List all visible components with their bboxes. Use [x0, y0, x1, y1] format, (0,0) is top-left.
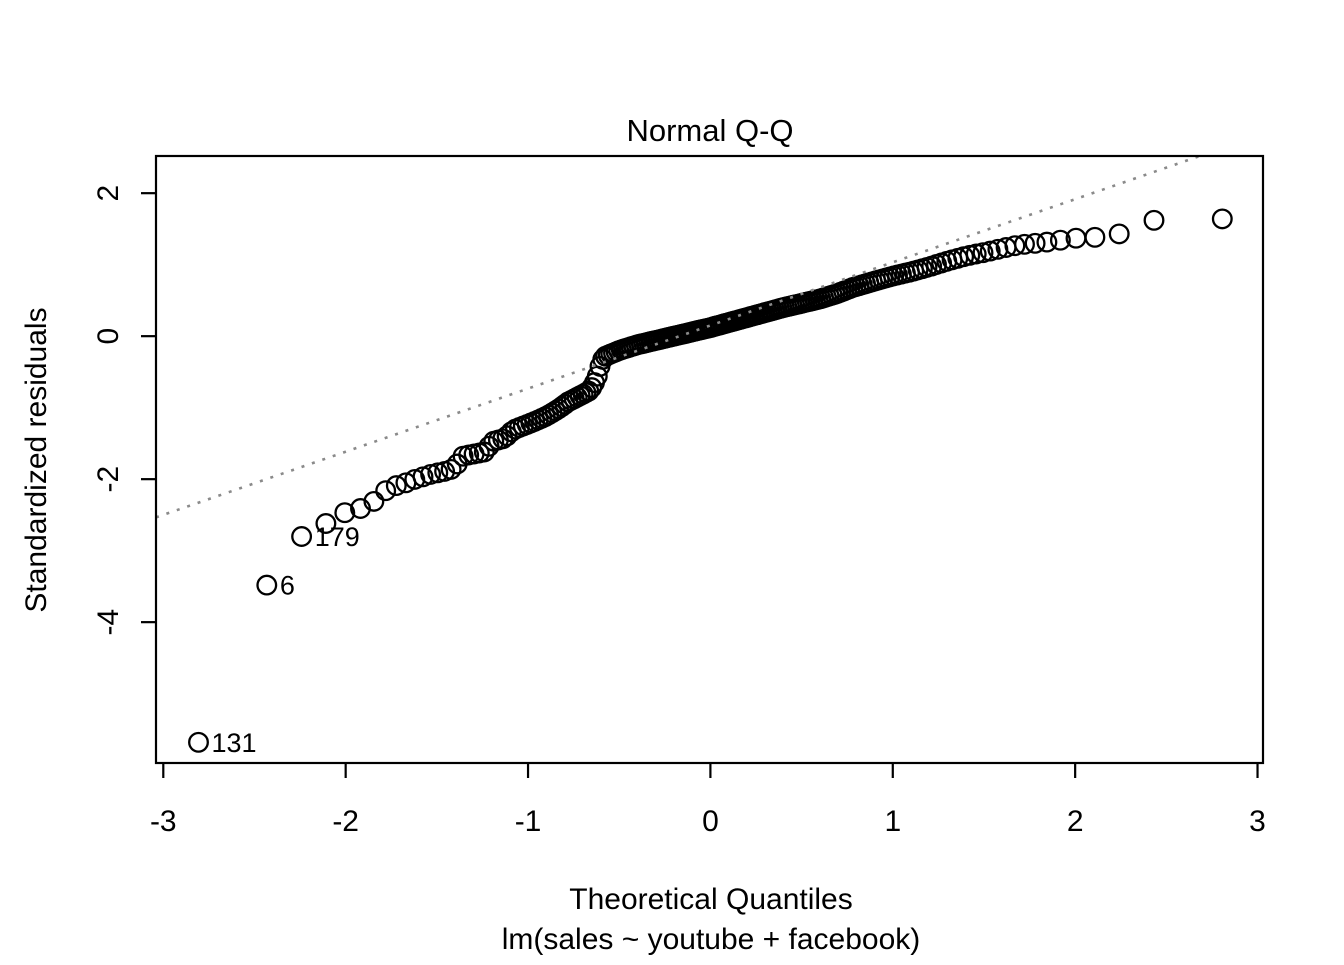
y-axis-label: Standardized residuals [20, 307, 53, 612]
outlier-label: 6 [280, 571, 295, 601]
data-point [1024, 232, 1046, 254]
data-point [1084, 226, 1106, 248]
data-point [1108, 223, 1130, 245]
chart-title: Normal Q-Q [626, 113, 793, 148]
x-tick-label: 2 [1067, 805, 1084, 838]
data-point [1014, 233, 1035, 255]
data-point [385, 475, 407, 497]
data-point [315, 513, 337, 534]
outlier-label: 131 [212, 728, 257, 758]
data-point [1049, 229, 1071, 251]
x-axis-label: Theoretical Quantiles [569, 883, 852, 916]
outlier-labels-layer: 131 6 179 [212, 522, 360, 758]
data-point [334, 502, 356, 524]
data-point [1143, 209, 1165, 231]
x-tick-label: -1 [515, 805, 542, 838]
y-tick-label: 0 [92, 328, 125, 345]
axis-ticks: -3 -2 -1 0 1 2 3 2 0 -2 -4 [92, 185, 1266, 838]
data-point [363, 490, 385, 512]
x-tick-label: -3 [150, 805, 177, 838]
y-tick-label: -4 [92, 609, 125, 636]
data-point [979, 240, 1001, 262]
qq-reference-line [156, 156, 1204, 519]
x-axis-sublabel: lm(sales ~ youtube + facebook) [502, 923, 921, 956]
x-tick-label: 0 [702, 805, 719, 838]
data-point [972, 242, 994, 264]
x-tick-label: -2 [332, 805, 359, 838]
plot-box-border [154, 154, 1265, 765]
data-point [1211, 208, 1233, 230]
data-point [375, 480, 397, 502]
y-tick-label: -2 [92, 466, 125, 493]
data-point [965, 243, 987, 265]
data-point [256, 574, 278, 596]
data-point [420, 463, 442, 485]
data-point [291, 526, 313, 547]
x-tick-label: 3 [1249, 805, 1266, 838]
data-points-layer [188, 208, 1233, 753]
y-tick-label: 2 [92, 185, 125, 202]
x-tick-label: 1 [884, 805, 901, 838]
reference-line-layer [156, 156, 1204, 519]
data-point [188, 731, 209, 753]
data-point [1004, 235, 1026, 257]
outlier-label: 179 [315, 522, 360, 552]
data-point [1036, 231, 1058, 253]
data-point [440, 458, 462, 480]
